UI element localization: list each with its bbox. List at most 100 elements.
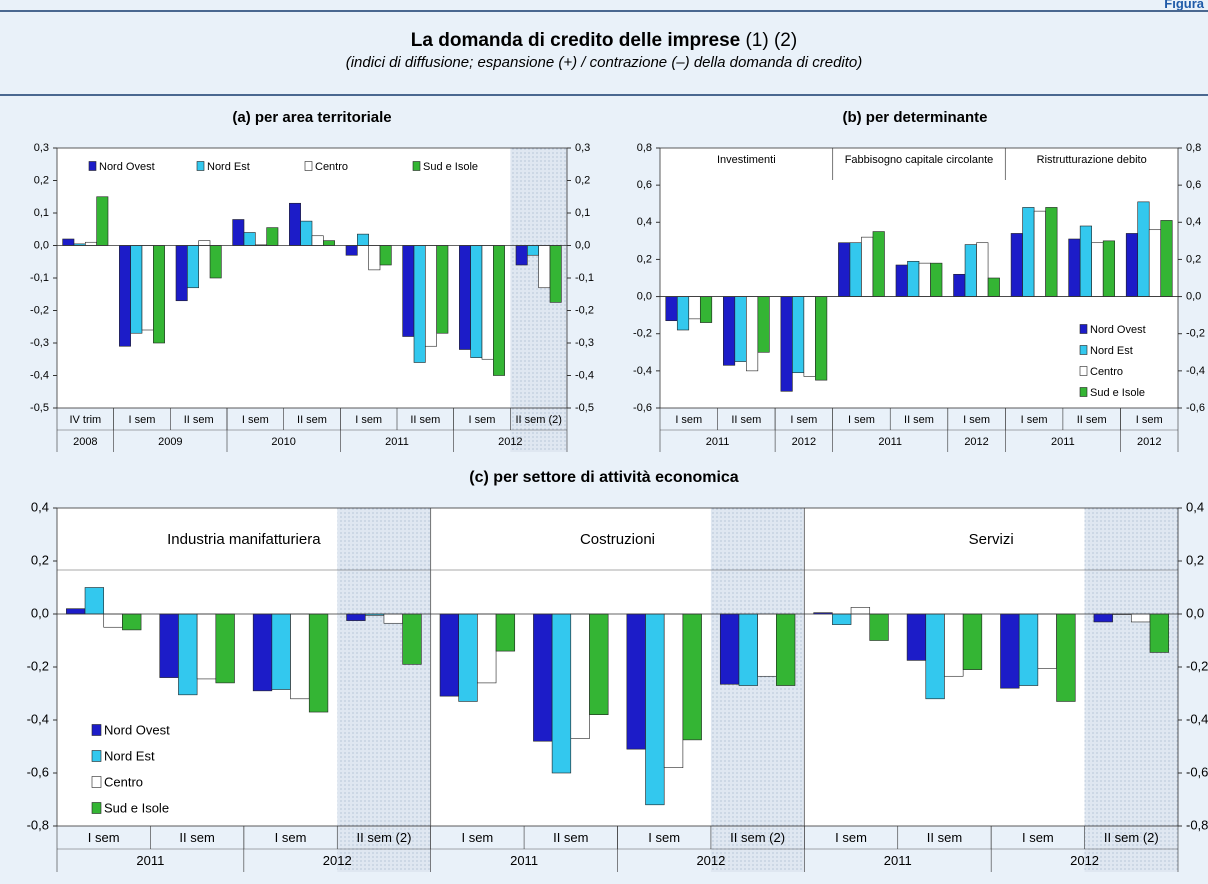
year-label: 2012 <box>1137 436 1161 448</box>
bar <box>1068 238 1081 297</box>
y-tick-label: 0,2 <box>31 552 49 567</box>
x-tick-label: I sem <box>129 414 156 426</box>
bar <box>832 613 852 625</box>
bar <box>682 613 702 741</box>
x-tick-label: II sem (2) <box>1104 830 1159 845</box>
y-tick-label: 0,3 <box>34 142 49 154</box>
bar <box>159 613 179 678</box>
year-label: 2009 <box>158 436 182 448</box>
bar <box>85 241 97 246</box>
bar <box>872 231 885 297</box>
bar <box>187 245 199 289</box>
x-tick-label: I sem <box>1021 414 1048 426</box>
x-tick-label: II sem <box>179 830 214 845</box>
y-tick-label: 0,0 <box>637 290 652 302</box>
bar <box>175 245 188 302</box>
bar <box>436 245 449 334</box>
y2-tick-label: -0,1 <box>575 272 594 284</box>
bar <box>346 613 366 621</box>
y-tick-label: -0,6 <box>27 764 49 779</box>
bar <box>103 613 123 628</box>
y2-tick-label: 0,4 <box>1186 499 1204 514</box>
bar <box>538 245 551 289</box>
bar <box>944 613 964 677</box>
y-tick-label: -0,2 <box>27 658 49 673</box>
bar <box>551 613 572 774</box>
bar <box>290 613 310 700</box>
shaded-period <box>710 508 805 872</box>
y-tick-label: -0,6 <box>633 402 652 414</box>
bar <box>459 245 471 350</box>
bar <box>289 202 301 246</box>
bar <box>663 613 684 768</box>
bar <box>266 227 279 246</box>
bar <box>570 613 590 739</box>
bar <box>122 613 142 631</box>
figure-subtitle: (indici di diffusione; espansione (+) / … <box>345 54 863 71</box>
bar <box>323 240 335 246</box>
bar <box>84 587 105 615</box>
year-label: 2010 <box>271 436 295 448</box>
y-tick-label: -0,3 <box>30 337 49 349</box>
shaded-period <box>337 508 431 872</box>
bar <box>62 238 75 246</box>
bar <box>1148 229 1162 297</box>
title-main: La domanda di credito delle imprese <box>410 30 741 51</box>
y2-tick-label: 0,4 <box>1186 216 1201 228</box>
bar <box>776 613 796 686</box>
y2-tick-label: -0,6 <box>1186 402 1205 414</box>
x-tick-label: II sem <box>184 414 214 426</box>
y-tick-label: 0,0 <box>34 239 49 251</box>
header: La domanda di credito delle imprese (1) … <box>0 12 1208 96</box>
plot-frame <box>56 147 568 409</box>
y2-tick-label: 0,2 <box>1186 552 1204 567</box>
bar <box>1045 207 1058 297</box>
legend-label: Sud e Isole <box>423 161 478 173</box>
section-label: Ristrutturazione debito <box>1036 154 1147 166</box>
bar <box>757 613 777 677</box>
x-tick-label: I sem <box>242 414 269 426</box>
bar <box>495 613 516 652</box>
bar <box>953 273 966 297</box>
bar <box>300 220 313 246</box>
x-tick-label: II sem <box>553 830 588 845</box>
bar <box>413 245 426 363</box>
section-box: Ristrutturazione debito <box>1036 154 1147 166</box>
bar <box>850 607 871 615</box>
y-tick-label: 0,4 <box>31 499 49 514</box>
legend-swatch <box>91 776 102 788</box>
bar <box>976 242 989 297</box>
bar <box>178 613 198 696</box>
section-label: Costruzioni <box>579 531 655 548</box>
bar <box>987 277 1000 297</box>
bar <box>383 613 403 624</box>
legend-label: Sud e Isole <box>104 800 169 815</box>
x-tick-label: I sem <box>1136 414 1163 426</box>
bar <box>232 219 245 246</box>
y-tick-label: -0,2 <box>30 304 49 316</box>
year-label: 2012 <box>323 853 352 868</box>
bar <box>1037 613 1057 669</box>
y2-tick-label: 0,3 <box>575 142 590 154</box>
bar <box>1102 240 1115 297</box>
plot-frame <box>659 147 1179 409</box>
bar <box>1056 613 1076 702</box>
bar <box>252 613 273 692</box>
bar <box>141 245 154 331</box>
x-tick-label: II sem <box>927 830 962 845</box>
y2-tick-label: -0,4 <box>1186 711 1208 726</box>
bar <box>962 613 983 670</box>
bar <box>66 608 86 615</box>
y2-tick-label: -0,4 <box>575 369 594 381</box>
bar <box>402 613 422 665</box>
x-tick-label: I sem <box>355 414 382 426</box>
plot-area <box>57 508 1178 826</box>
bar <box>402 245 415 337</box>
bar <box>96 196 109 246</box>
y-tick-label: 0,6 <box>637 179 652 191</box>
year-label: 2011 <box>136 853 164 868</box>
bar <box>719 613 740 685</box>
legend-label: Centro <box>104 774 143 789</box>
section-label: Investimenti <box>716 154 776 166</box>
y2-tick-label: 0,1 <box>575 207 590 219</box>
